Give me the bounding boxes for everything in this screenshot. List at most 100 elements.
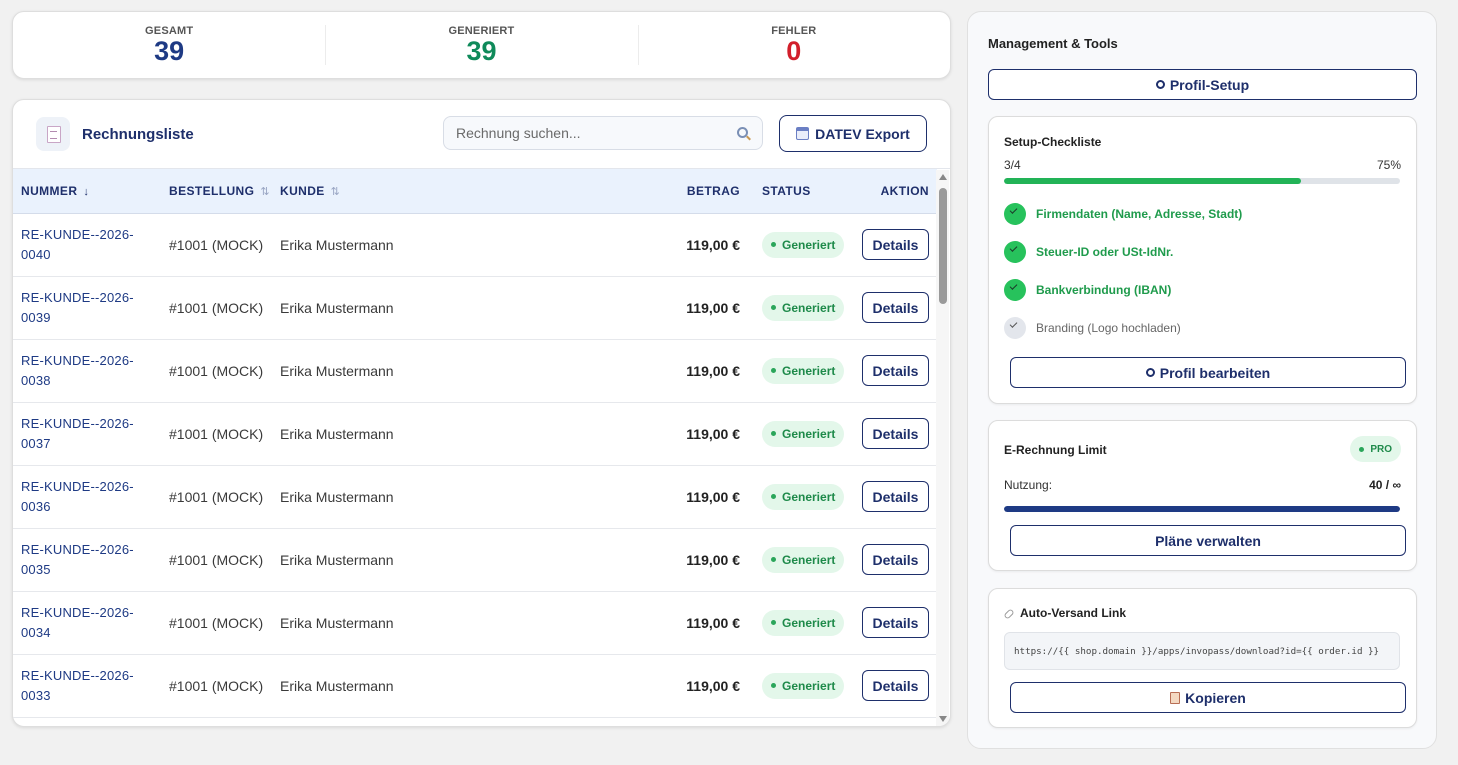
invoice-number[interactable]: RE-KUNDE--2026- 0040 [13,213,161,276]
edit-profile-button[interactable]: Profil bearbeiten [1010,357,1406,388]
action-cell: Details [854,528,937,591]
calendar-icon [796,127,810,140]
details-button[interactable]: Details [862,292,929,323]
checklist-progress-meta: 3/4 75% [1004,158,1401,172]
link-icon [1003,608,1015,620]
invoice-number-part: 0035 [21,561,51,577]
invoice-number[interactable]: RE-KUNDE--2026- 0039 [13,276,161,339]
stat-errors: FEHLER 0 [637,25,950,65]
column-label: NUMMER [21,183,78,198]
usage-value: 40 / ∞ [1369,478,1401,492]
details-button[interactable]: Details [862,229,929,260]
order-cell: #1001 (MOCK) [169,677,264,694]
invoice-number[interactable]: RE-KUNDE--2026- 0036 [13,465,161,528]
invoice-list-title: Rechnungsliste [82,126,194,143]
scroll-up-icon[interactable] [939,174,947,180]
order-cell: #1001 (MOCK) [169,236,264,253]
column-header-bestellung[interactable]: BESTELLUNG ⇅ [161,169,272,213]
invoice-number[interactable]: RE-KUNDE--2026- 0034 [13,591,161,654]
manage-plans-button[interactable]: Pläne verwalten [1010,525,1406,556]
status-cell: Generiert [754,654,854,717]
setup-checklist-card: Setup-Checkliste 3/4 75% Firmendaten (Na… [988,116,1417,404]
invoice-number[interactable]: RE-KUNDE--2026- 0037 [13,402,161,465]
details-button[interactable]: Details [862,418,929,449]
amount-cell: 119,00 € [686,614,740,631]
details-button[interactable]: Details [862,544,929,575]
action-cell: Details [854,213,937,276]
check-icon [1004,317,1026,339]
invoice-number-part: RE-KUNDE--2026- [21,352,134,368]
details-button[interactable]: Details [862,607,929,638]
table-scrollbar[interactable] [936,170,949,726]
stat-label: FEHLER [771,25,817,37]
amount-cell: 119,00 € [686,362,740,379]
invoice-number-part: 0038 [21,372,51,388]
status-cell: Generiert [754,213,854,276]
manage-plans-label: Pläne verwalten [1155,532,1261,549]
column-header-nummer[interactable]: NUMMER ↓ [13,169,161,213]
amount-cell: 119,00 € [686,425,740,442]
search-input[interactable] [444,117,724,149]
scroll-down-icon[interactable] [939,716,947,722]
details-button[interactable]: Details [862,481,929,512]
copy-button[interactable]: Kopieren [1010,682,1406,713]
auto-send-title-wrap: Auto-Versand Link [1003,606,1127,620]
auto-send-link-code[interactable]: https://{{ shop.domain }}/apps/invopass/… [1004,632,1400,670]
amount-cell: 119,00 € [686,677,740,694]
datev-export-button[interactable]: DATEV Export [779,115,927,152]
check-icon [1004,203,1026,225]
checklist-item-label: Steuer-ID oder USt-IdNr. [1036,245,1174,259]
stat-total: GESAMT 39 [13,25,325,65]
invoice-number-part: RE-KUNDE--2026- [21,226,134,242]
invoice-number-part: 0039 [21,309,51,325]
table-row: RE-KUNDE--2026- 0040 #1001 (MOCK) Erika M… [13,213,937,276]
checklist-item: Firmendaten (Name, Adresse, Stadt) [1004,203,1242,225]
usage-progress-fill [1004,506,1400,512]
column-header-kunde[interactable]: KUNDE ⇅ [272,169,662,213]
checklist-progress-fill [1004,178,1301,184]
search-icon[interactable] [737,127,748,138]
checklist-title: Setup-Checkliste [1004,135,1102,149]
column-header-betrag: BETRAG [686,183,740,198]
invoice-number-part: RE-KUNDE--2026- [21,415,134,431]
sort-icon: ⇅ [260,185,270,198]
status-cell: Generiert [754,591,854,654]
status-badge: Generiert [762,609,845,636]
action-cell: Details [854,654,937,717]
details-button[interactable]: Details [862,670,929,701]
column-header-aktion: AKTION [880,183,929,198]
stat-label: GENERIERT [448,25,515,37]
status-badge: Generiert [762,357,845,384]
status-badge: Generiert [762,546,845,573]
checklist-item: Bankverbindung (IBAN) [1004,279,1171,301]
edit-profile-label: Profil bearbeiten [1159,364,1271,381]
usage-row: Nutzung: 40 / ∞ [1004,478,1401,492]
copy-label: Kopieren [1185,689,1246,706]
checklist-progress-bar [1004,178,1400,184]
invoice-number-part: RE-KUNDE--2026- [21,478,134,494]
column-label: KUNDE [280,183,325,198]
invoice-number[interactable]: RE-KUNDE--2026- 0035 [13,528,161,591]
invoice-number[interactable]: RE-KUNDE--2026- 0033 [13,654,161,717]
usage-label: Nutzung: [1004,478,1053,492]
table-row: RE-KUNDE--2026- 0038 #1001 (MOCK) Erika M… [13,339,937,402]
amount-cell: 119,00 € [686,236,740,253]
order-cell: #1001 (MOCK) [169,425,264,442]
invoice-number-part: 0034 [21,624,51,640]
invoice-number[interactable]: RE-KUNDE--2026- 0038 [13,339,161,402]
table-row: RE-KUNDE--2026- 0039 #1001 (MOCK) Erika M… [13,276,937,339]
status-cell: Generiert [754,339,854,402]
gear-icon [1155,80,1165,89]
action-cell: Details [854,465,937,528]
invoice-number-part: 0040 [21,246,51,262]
status-badge: Generiert [762,294,845,321]
clipboard-icon [1170,691,1181,704]
invoice-number-part: RE-KUNDE--2026- [21,541,134,557]
invoice-number-part: RE-KUNDE--2026- [21,604,134,620]
details-button[interactable]: Details [862,355,929,386]
customer-cell: Erika Mustermann [280,362,394,379]
scroll-thumb[interactable] [939,188,947,304]
invoice-list-card: Rechnungsliste DATEV Export NUMMER ↓ BEST… [12,99,951,727]
profile-setup-button[interactable]: Profil-Setup [988,69,1417,100]
auto-send-title: Auto-Versand Link [1020,606,1127,620]
